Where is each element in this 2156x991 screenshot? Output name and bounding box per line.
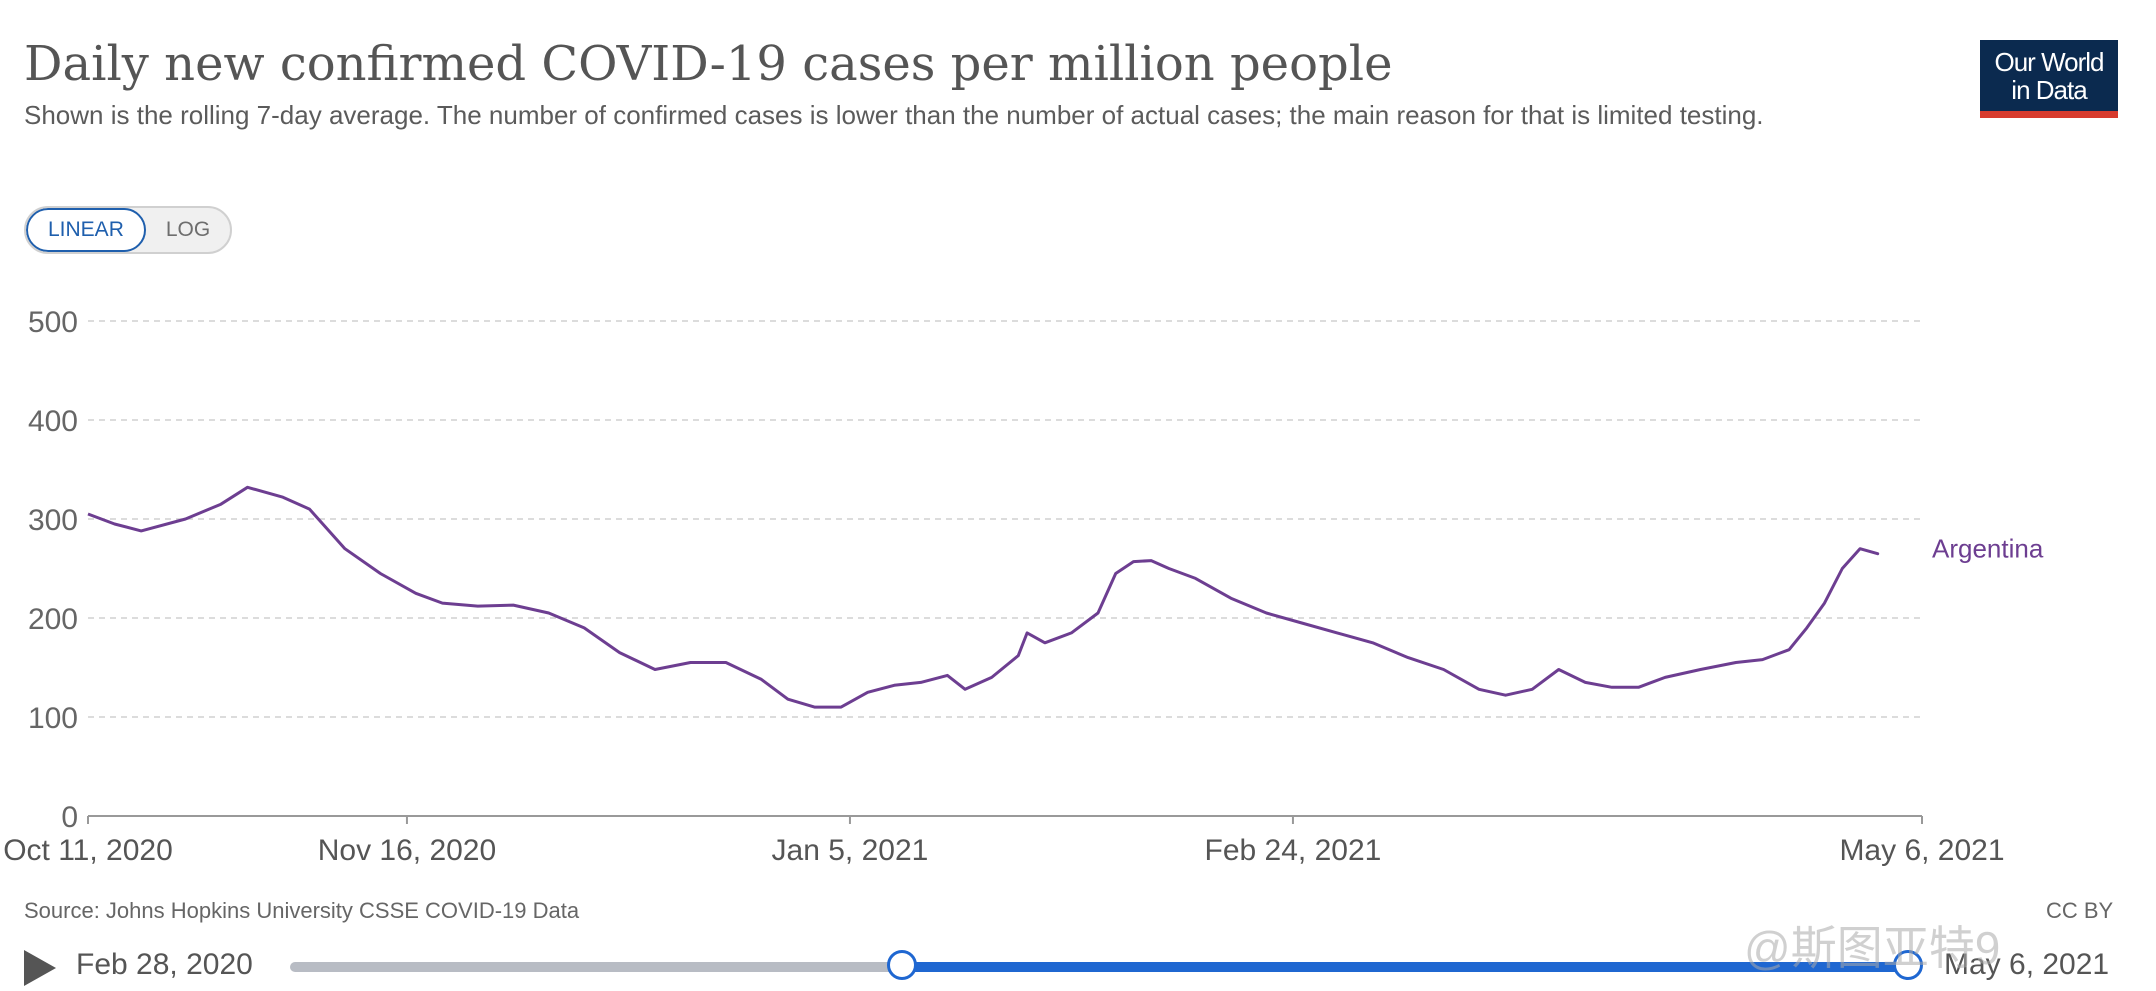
y-tick-label: 400	[28, 405, 78, 438]
logo-line-1: Our World	[1994, 46, 2105, 77]
y-tick-label: 200	[28, 603, 78, 636]
y-tick-label: 300	[28, 504, 78, 537]
play-icon[interactable]	[24, 950, 56, 986]
source-note: Source: Johns Hopkins University CSSE CO…	[24, 898, 580, 923]
timeline-start-label: Feb 28, 2020	[76, 948, 253, 981]
y-tick-label: 100	[28, 702, 78, 735]
chart-title: Daily new confirmed COVID-19 cases per m…	[24, 36, 1393, 92]
timeline-slider: Feb 28, 2020 May 6, 2021	[24, 946, 2134, 986]
logo-line-2: in Data	[2011, 74, 2087, 105]
y-tick-label: 500	[28, 306, 78, 339]
y-tick-label: 0	[61, 801, 78, 834]
x-tick-label: Jan 5, 2021	[772, 834, 929, 867]
log-scale-button[interactable]: LOG	[165, 218, 211, 241]
series-label-argentina: Argentina	[1932, 534, 2044, 564]
x-tick-label: Oct 11, 2020	[3, 834, 173, 867]
line-chart: 0 100 200 300 400 500 Oct 11, 2020 Nov 16, 2020…	[3, 306, 2044, 867]
timeline-selected-range	[901, 962, 1908, 972]
chart-subtitle: Shown is the rolling 7-day average. The …	[24, 100, 1764, 130]
x-tick-label: Nov 16, 2020	[318, 834, 496, 867]
linear-scale-button[interactable]: LINEAR	[26, 208, 146, 252]
timeline-end-label: May 6, 2021	[1944, 948, 2110, 981]
timeline-start-handle[interactable]	[886, 950, 917, 980]
license-link[interactable]: CC BY	[2046, 898, 2114, 923]
owid-logo[interactable]: Our World in Data	[1980, 40, 2118, 118]
scale-toggle: LINEAR LOG	[24, 206, 233, 254]
x-tick-label: May 6, 2021	[1839, 834, 2004, 867]
watermark: @斯图亚特9	[1744, 922, 2001, 974]
x-tick-label: Feb 24, 2021	[1205, 834, 1382, 867]
series-line-argentina	[87, 485, 1880, 709]
timeline-end-handle[interactable]	[1893, 950, 1923, 980]
